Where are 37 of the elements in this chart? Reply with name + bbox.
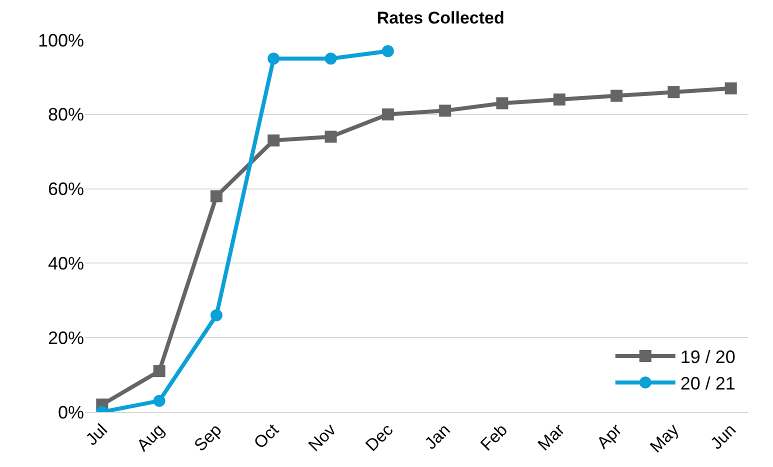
y-tick-label: 100% <box>38 30 84 50</box>
x-tick-label: Apr <box>593 420 626 452</box>
x-tick-label: Jan <box>421 420 454 454</box>
point <box>210 309 222 322</box>
y-tick-label: 20% <box>48 328 84 348</box>
point <box>324 52 337 65</box>
point <box>268 134 280 146</box>
x-tick-label: May <box>646 420 683 456</box>
x-tick-label: Mar <box>534 420 568 454</box>
x-tick-label: Jun <box>706 420 740 454</box>
point <box>439 104 452 117</box>
point <box>153 394 166 407</box>
point <box>324 130 337 143</box>
x-tick-label: Oct <box>250 420 283 452</box>
point <box>153 365 166 378</box>
x-tick-label: Dec <box>362 420 398 456</box>
chart-title: Rates Collected <box>376 8 504 28</box>
x-tick-label: Sep <box>190 420 226 456</box>
y-tick-label: 40% <box>48 254 84 274</box>
point <box>668 86 680 98</box>
legend-label: 19 / 20 <box>680 347 736 368</box>
point <box>496 97 508 110</box>
point <box>610 90 623 102</box>
y-tick-label: 60% <box>48 179 84 200</box>
legend-label: 20 / 21 <box>680 373 736 394</box>
point <box>268 52 280 65</box>
x-tick-label: Jul <box>82 420 111 450</box>
y-tick-label: 80% <box>48 104 84 125</box>
x-tick-label: Nov <box>304 420 340 456</box>
y-tick-label: 0% <box>58 402 84 422</box>
x-tick-label: Feb <box>476 420 512 454</box>
point <box>382 45 394 58</box>
point <box>382 108 394 120</box>
point <box>210 190 222 202</box>
point <box>724 82 737 94</box>
x-tick-label: Aug <box>133 420 168 456</box>
point <box>553 94 566 106</box>
